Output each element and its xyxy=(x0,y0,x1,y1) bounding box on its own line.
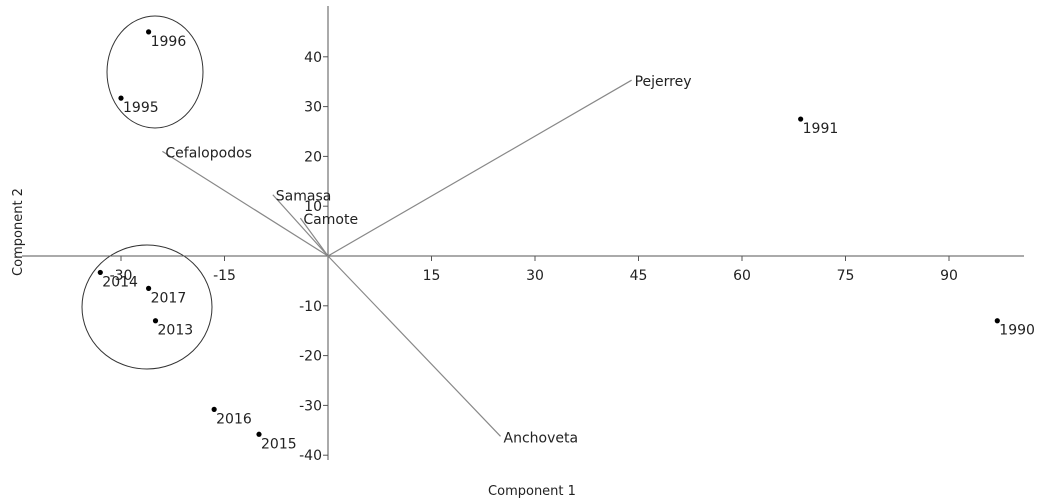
y-tick-label: -20 xyxy=(299,349,322,365)
point-label-2013: 2013 xyxy=(158,323,194,339)
point-2014 xyxy=(97,269,103,276)
group-ellipse-2 xyxy=(81,244,213,370)
point-1996 xyxy=(146,29,152,35)
point-2013 xyxy=(152,318,159,324)
x-tick-label: 60 xyxy=(733,268,751,284)
x-axis-title: Component 1 xyxy=(488,484,576,499)
point-2016 xyxy=(211,406,217,412)
point-label-1996: 1996 xyxy=(151,34,187,50)
y-tick-label: -10 xyxy=(299,299,322,315)
x-tick-label: 45 xyxy=(630,268,648,284)
x-tick-label: -15 xyxy=(213,268,236,284)
x-tick-label: 15 xyxy=(423,268,441,284)
y-axis-title: Component 2 xyxy=(11,188,26,276)
point-1990 xyxy=(994,318,1000,324)
loading-label-samasa: Samasa xyxy=(276,189,332,205)
y-tick-label: 20 xyxy=(304,149,322,165)
point-label-1991: 1991 xyxy=(803,121,839,137)
point-label-1990: 1990 xyxy=(999,323,1035,339)
y-tick-label: -30 xyxy=(299,398,322,414)
loading-label-anchoveta: Anchoveta xyxy=(504,430,579,446)
point-label-2016: 2016 xyxy=(216,411,252,427)
loading-label-camote: Camote xyxy=(303,212,358,228)
point-2017 xyxy=(146,285,152,291)
loading-vector-anchoveta xyxy=(327,255,501,437)
x-tick-label: -30 xyxy=(110,268,133,284)
y-tick-label: 30 xyxy=(304,100,322,116)
x-tick-label: 30 xyxy=(526,268,544,284)
loading-label-pejerrey: Pejerrey xyxy=(635,74,692,90)
loading-vector-camote xyxy=(299,217,329,257)
point-1995 xyxy=(118,95,124,101)
group-ellipse-1 xyxy=(106,15,204,129)
point-label-2014: 2014 xyxy=(102,274,138,290)
loading-vector-samasa xyxy=(272,194,329,257)
y-tick-label: 10 xyxy=(304,199,322,215)
point-2015 xyxy=(256,431,262,437)
y-tick-label: -40 xyxy=(299,448,322,464)
point-label-2015: 2015 xyxy=(261,436,297,452)
x-tick-label: 75 xyxy=(837,268,855,284)
loading-label-cefalopodos: Cefalopodos xyxy=(165,145,252,161)
point-1991 xyxy=(798,116,804,122)
point-label-2017: 2017 xyxy=(151,290,187,306)
y-tick-label: 40 xyxy=(304,50,322,66)
point-label-1995: 1995 xyxy=(123,100,159,116)
loading-vector-pejerrey xyxy=(327,79,632,257)
loading-vector-cefalopodos xyxy=(162,150,329,257)
x-tick-label: 90 xyxy=(940,268,958,284)
